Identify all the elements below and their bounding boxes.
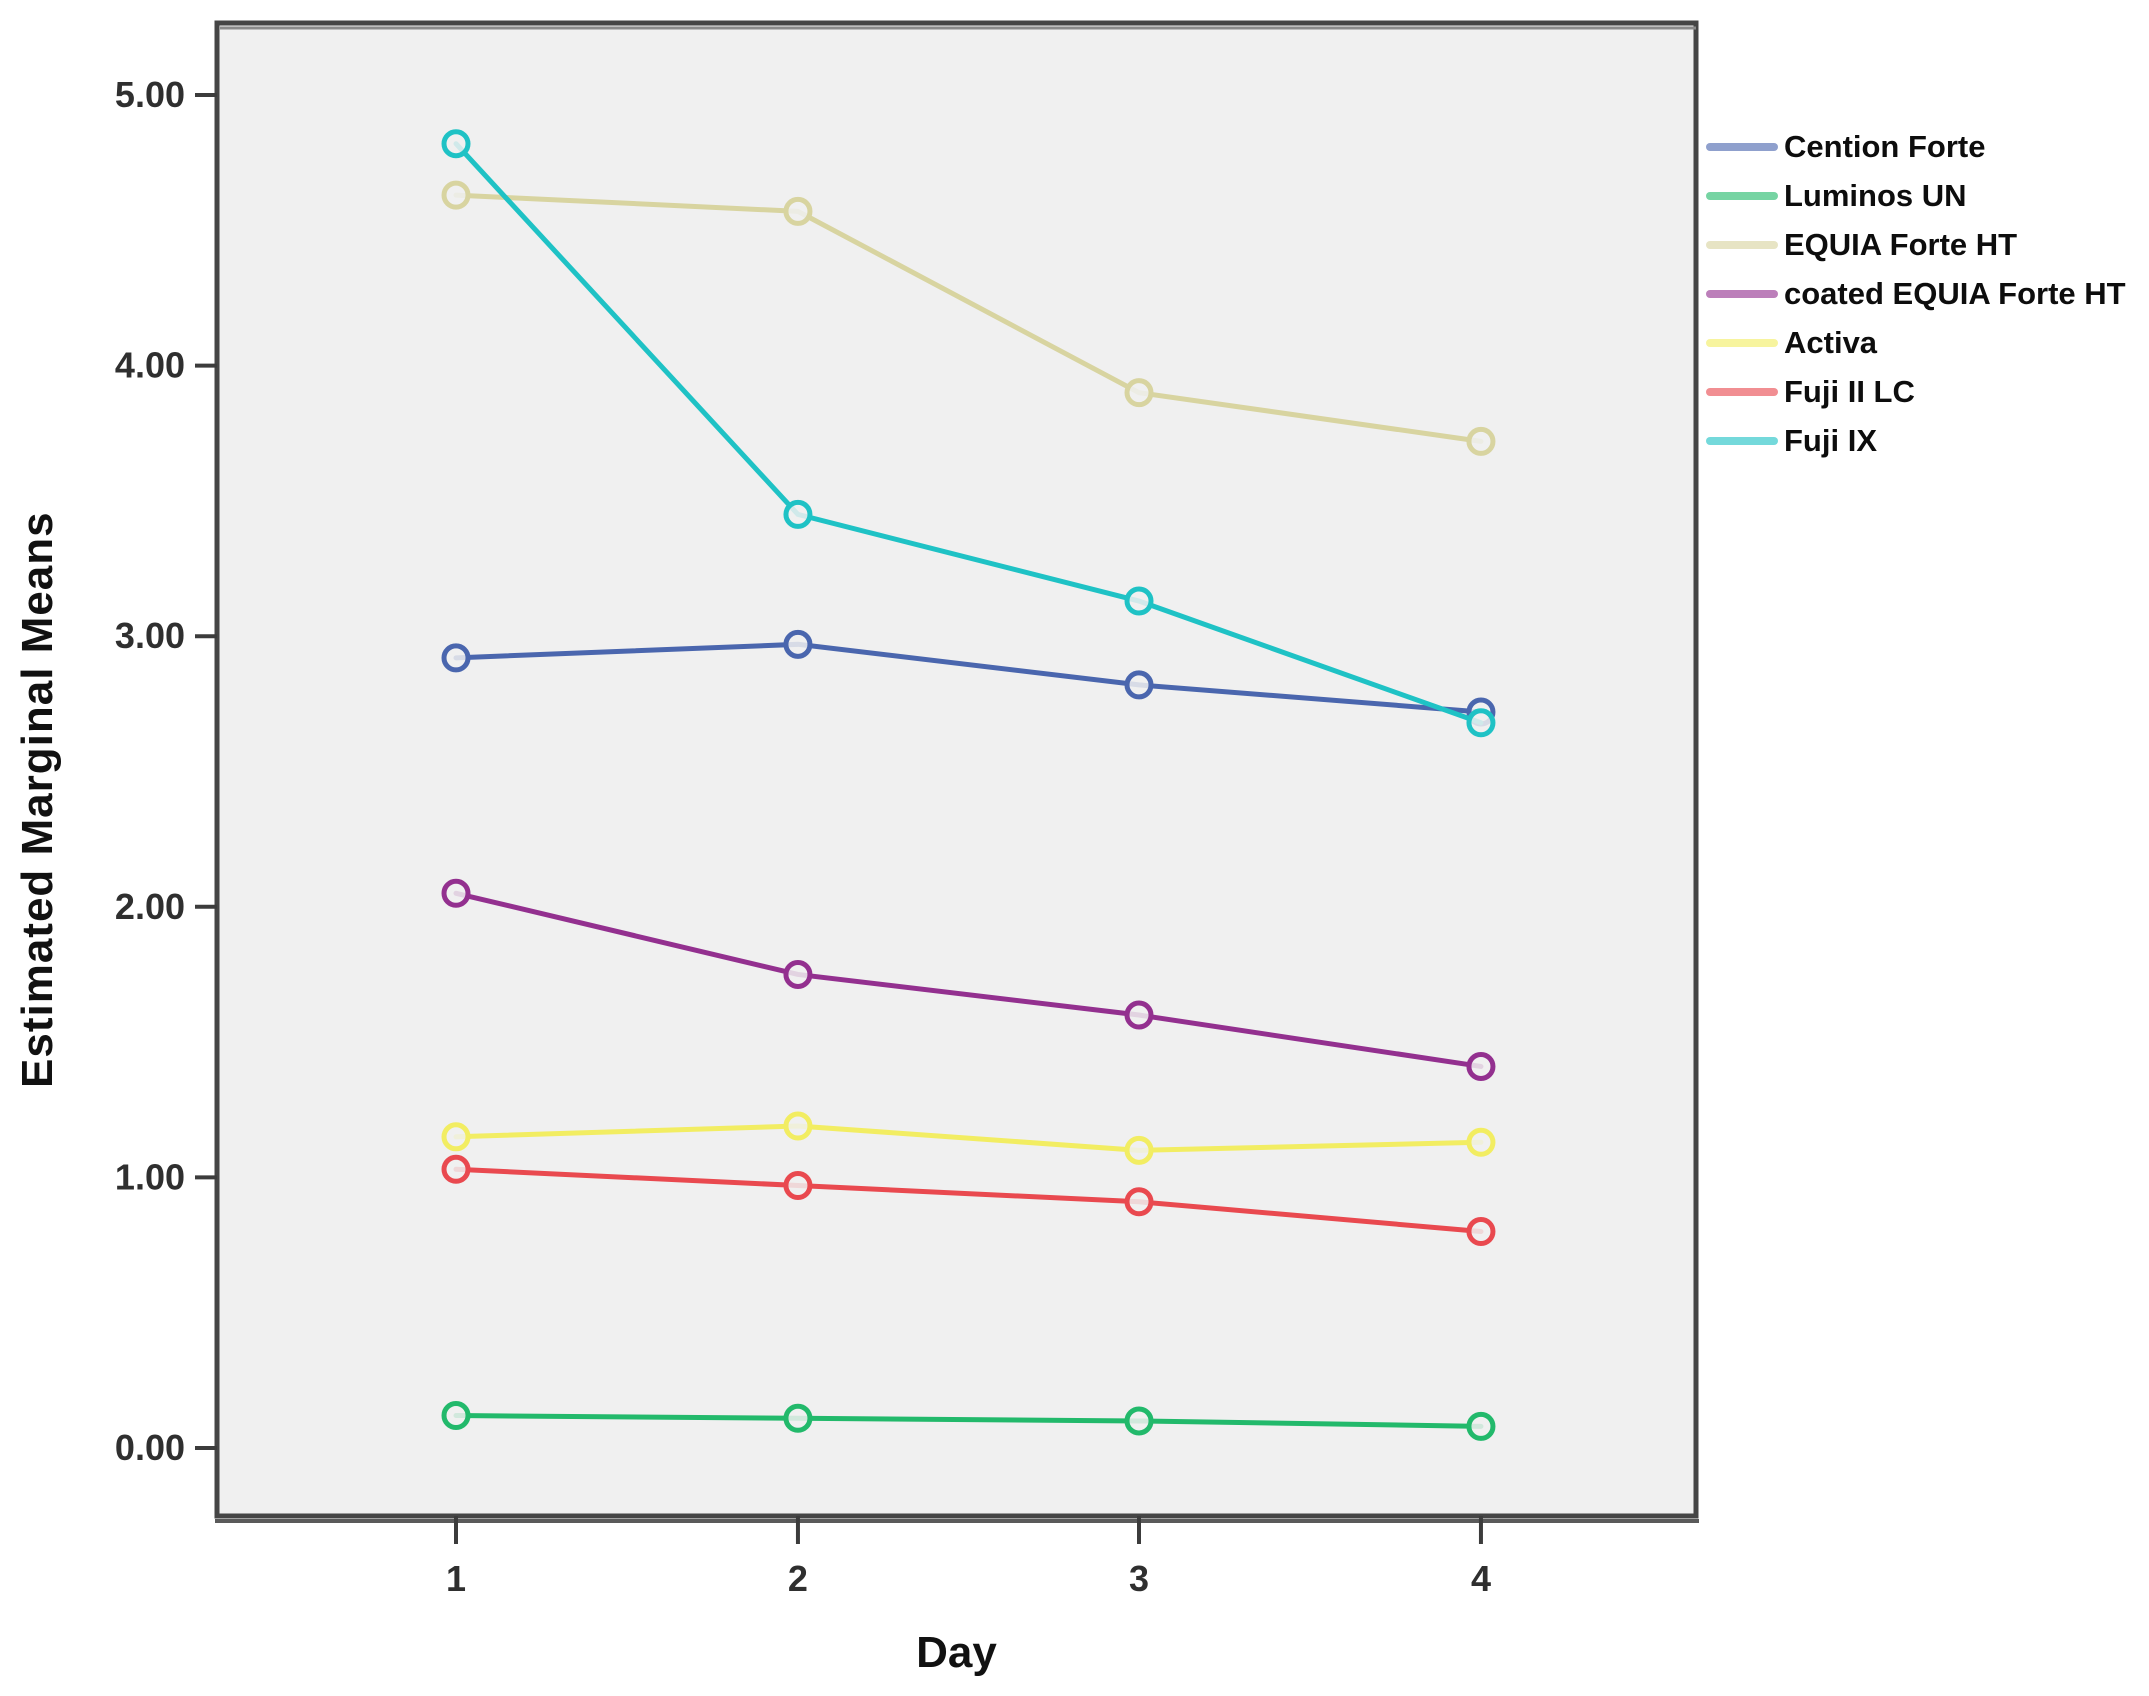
legend-item: Activa [1706,318,2126,367]
legend-label: Activa [1784,325,1878,360]
series-marker [441,1122,471,1152]
series-marker [1466,1217,1496,1247]
series-marker [1466,426,1496,456]
legend-item: Cention Forte [1706,122,2126,171]
x-tick-label: 1 [446,1558,466,1599]
legend-item: EQUIA Forte HT [1706,220,2126,269]
x-tick-label: 2 [788,1558,808,1599]
legend-item: coated EQUIA Forte HT [1706,269,2126,318]
series-line [453,1123,1484,1153]
plot-area [217,23,1696,1516]
series-marker [783,499,813,529]
series-marker [1124,378,1154,408]
series-marker [441,643,471,673]
series-marker [1466,1411,1496,1441]
series-line [453,890,1484,1069]
series-marker [1124,586,1154,616]
y-tick-label: 2.00 [115,886,185,927]
series-line [453,1413,1484,1429]
series-line [453,192,1484,444]
legend-item: Luminos UN [1706,171,2126,220]
plot-frame [214,20,1699,1519]
legend-swatch [1706,289,1778,298]
series-line [453,641,1484,715]
y-tick-label: 5.00 [115,74,185,115]
series-marker [783,1111,813,1141]
series-marker [1124,1187,1154,1217]
series-marker [783,1403,813,1433]
legend-label: Fuji II LC [1784,374,1915,409]
legend-swatch [1706,436,1778,445]
series-marker [441,1401,471,1431]
legend-label: EQUIA Forte HT [1784,227,2018,262]
x-tick-label: 4 [1471,1558,1491,1599]
series-marker [1466,1127,1496,1157]
legend-label: Cention Forte [1784,129,1986,164]
x-tick-label: 3 [1129,1558,1149,1599]
legend-swatch [1706,191,1778,200]
y-tick-label: 1.00 [115,1156,185,1197]
legend-label: Luminos UN [1784,178,1967,213]
series-marker [783,629,813,659]
legend-label: Fuji IX [1784,423,1877,458]
y-tick-label: 0.00 [115,1427,185,1468]
series-marker [1466,1051,1496,1081]
legend-swatch [1706,142,1778,151]
y-tick-label: 3.00 [115,615,185,656]
legend: Cention Forte Luminos UN EQUIA Forte HT coa… [1706,122,2126,465]
series-marker [1466,708,1496,738]
series-marker [1124,1135,1154,1165]
series-marker [441,129,471,159]
legend-swatch [1706,338,1778,347]
legend-swatch [1706,387,1778,396]
legend-item: Fuji II LC [1706,367,2126,416]
legend-item: Fuji IX [1706,416,2126,465]
series-marker [783,959,813,989]
series-marker [1124,1406,1154,1436]
series-marker [783,1171,813,1201]
x-axis-title: Day [916,1628,997,1677]
series-marker [441,878,471,908]
series-line [453,141,1484,726]
series-marker [441,1154,471,1184]
y-axis-title: Estimated Marginal Means [13,511,62,1089]
series-marker [1124,670,1154,700]
series-marker [441,180,471,210]
legend-swatch [1706,240,1778,249]
series-marker [783,196,813,226]
series-marker [1124,1000,1154,1030]
legend-label: coated EQUIA Forte HT [1784,276,2126,311]
y-tick-label: 4.00 [115,345,185,386]
series-line [453,1166,1484,1235]
